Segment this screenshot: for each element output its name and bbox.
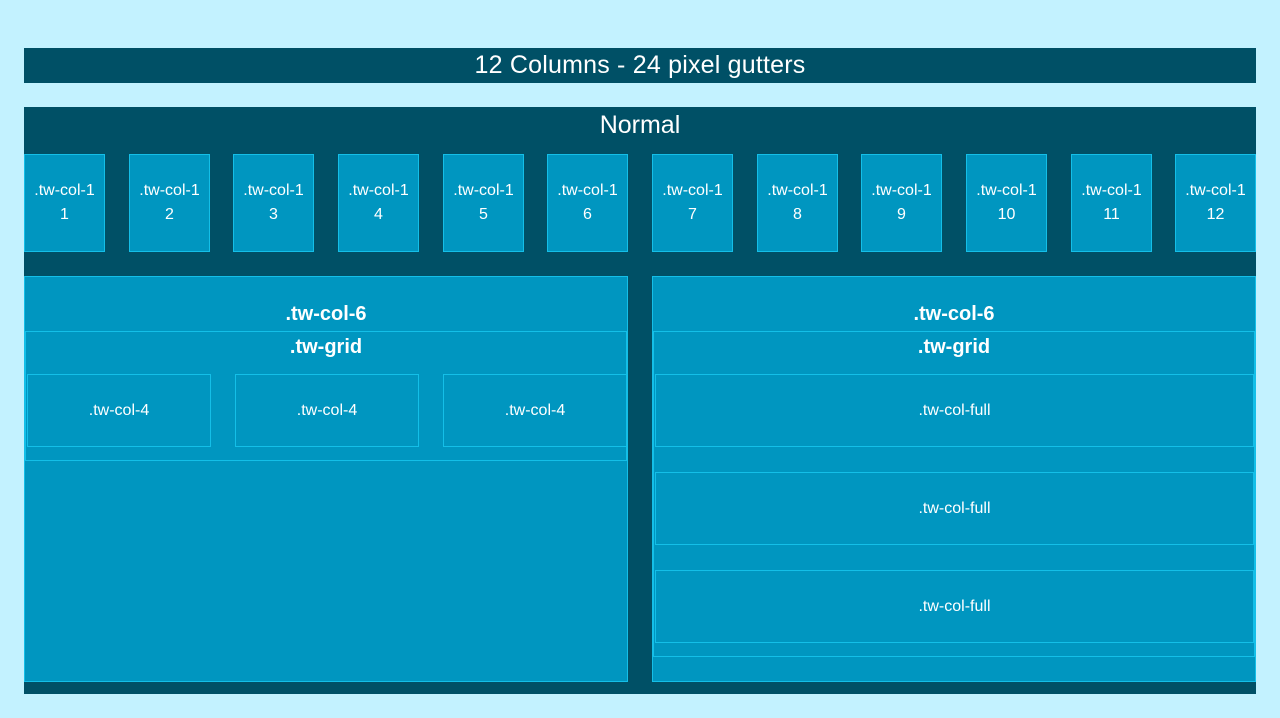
col-6-right: .tw-col-6 .tw-grid .tw-col-full .tw-col-… [652,276,1256,682]
col-1-cell: .tw-col-1 1 [24,154,105,252]
col-1-cell: .tw-col-1 8 [757,154,838,252]
col-class-label: .tw-col-1 [871,182,932,199]
col-class-label: .tw-col-1 [662,182,723,199]
col-number: 2 [165,206,174,223]
col-number: 5 [479,206,488,223]
col-number: 3 [269,206,278,223]
col-number: 11 [1103,206,1120,223]
col-full-cell: .tw-col-full [655,472,1254,545]
grid-title: .tw-grid [917,336,991,358]
col-number: 7 [688,206,697,223]
col-6-left: .tw-col-6 .tw-grid .tw-col-4 .tw-col-4 .… [24,276,628,682]
normal-section: Normal .tw-col-1 1 .tw-col-1 2 .tw-col-1… [24,107,1256,694]
col-class-label: .tw-col-1 [243,182,304,199]
col-class-label: .tw-col-1 [348,182,409,199]
col-6-title: .tw-col-6 [913,303,995,325]
col-1-cell: .tw-col-1 6 [547,154,628,252]
col-full-cell: .tw-col-full [655,374,1254,447]
col-1-cell: .tw-col-1 4 [338,154,419,252]
col-1-cell: .tw-col-1 9 [861,154,942,252]
col-class-label: .tw-col-1 [453,182,514,199]
col-6-title: .tw-col-6 [285,303,367,325]
col-number: 4 [374,206,383,223]
col-number: 6 [583,206,592,223]
col-number: 1 [60,206,69,223]
col-class-label: .tw-col-1 [976,182,1037,199]
col-4-cell: .tw-col-4 [27,374,211,447]
col-class-label: .tw-col-1 [1081,182,1142,199]
col-class-label: .tw-col-1 [1185,182,1246,199]
col-number: 12 [1206,206,1225,223]
col-1-cell: .tw-col-1 7 [652,154,733,252]
nested-grid-right: .tw-grid .tw-col-full .tw-col-full .tw-c… [653,331,1255,657]
col-1-cell: .tw-col-1 11 [1071,154,1152,252]
col-1-cell: .tw-col-1 5 [443,154,524,252]
col-1-cell: .tw-col-1 10 [966,154,1047,252]
col-1-cell: .tw-col-1 3 [233,154,314,252]
grid-title: .tw-grid [289,336,363,358]
col-1-cell: .tw-col-1 12 [1175,154,1256,252]
col-4-cell: .tw-col-4 [235,374,419,447]
col-4-cell: .tw-col-4 [443,374,627,447]
col-class-label: .tw-col-1 [767,182,828,199]
section-title: Normal [599,110,681,139]
col-number: 8 [793,206,802,223]
col-number: 10 [997,206,1016,223]
twelve-column-row: .tw-col-1 1 .tw-col-1 2 .tw-col-1 3 .tw-… [24,154,1256,252]
col-full-cell: .tw-col-full [655,570,1254,643]
nested-grid-left: .tw-grid .tw-col-4 .tw-col-4 .tw-col-4 [25,331,627,461]
col-number: 9 [897,206,906,223]
page-title: 12 Columns - 24 pixel gutters [24,48,1256,83]
col-class-label: .tw-col-1 [139,182,200,199]
col-1-cell: .tw-col-1 2 [129,154,210,252]
col-class-label: .tw-col-1 [557,182,618,199]
col-class-label: .tw-col-1 [34,182,95,199]
